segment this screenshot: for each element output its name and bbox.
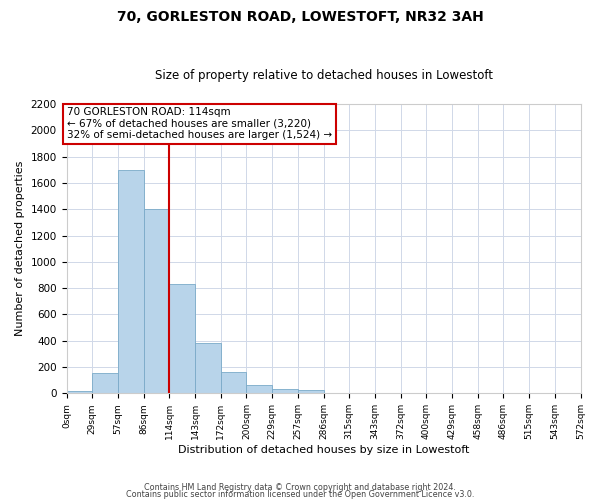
Text: Contains HM Land Registry data © Crown copyright and database right 2024.: Contains HM Land Registry data © Crown c…	[144, 484, 456, 492]
Bar	[195, 344, 221, 394]
Title: Size of property relative to detached houses in Lowestoft: Size of property relative to detached ho…	[155, 69, 493, 82]
Bar	[247, 385, 272, 394]
Y-axis label: Number of detached properties: Number of detached properties	[15, 161, 25, 336]
X-axis label: Distribution of detached houses by size in Lowestoft: Distribution of detached houses by size …	[178, 445, 469, 455]
Bar	[221, 372, 247, 394]
Bar	[118, 170, 143, 394]
Bar	[92, 373, 118, 394]
Bar	[272, 390, 298, 394]
Bar	[169, 284, 195, 394]
Bar	[298, 390, 323, 394]
Text: 70, GORLESTON ROAD, LOWESTOFT, NR32 3AH: 70, GORLESTON ROAD, LOWESTOFT, NR32 3AH	[116, 10, 484, 24]
Text: 70 GORLESTON ROAD: 114sqm
← 67% of detached houses are smaller (3,220)
32% of se: 70 GORLESTON ROAD: 114sqm ← 67% of detac…	[67, 108, 332, 140]
Text: Contains public sector information licensed under the Open Government Licence v3: Contains public sector information licen…	[126, 490, 474, 499]
Bar	[143, 209, 169, 394]
Bar	[67, 390, 92, 394]
